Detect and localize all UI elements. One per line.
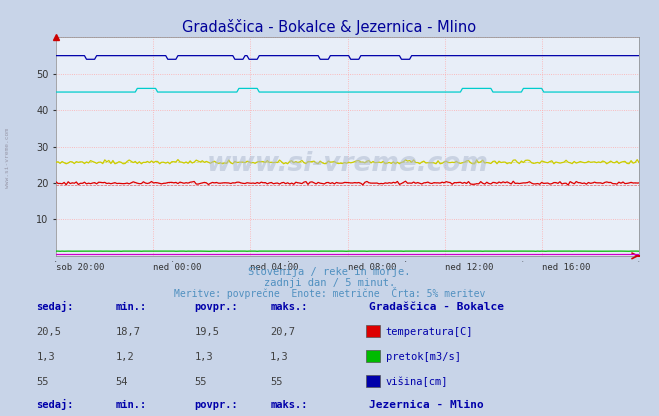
- Text: min.:: min.:: [115, 302, 146, 312]
- Text: 1,2: 1,2: [115, 352, 134, 362]
- Text: min.:: min.:: [115, 400, 146, 410]
- Text: sob 20:00: sob 20:00: [56, 263, 104, 272]
- Text: ned 12:00: ned 12:00: [445, 263, 493, 272]
- Text: 55: 55: [270, 377, 283, 387]
- Text: povpr.:: povpr.:: [194, 400, 238, 410]
- Text: zadnji dan / 5 minut.: zadnji dan / 5 minut.: [264, 278, 395, 288]
- Text: ned 00:00: ned 00:00: [153, 263, 202, 272]
- Text: ned 16:00: ned 16:00: [542, 263, 590, 272]
- Text: pretok[m3/s]: pretok[m3/s]: [386, 352, 461, 362]
- Text: maks.:: maks.:: [270, 400, 308, 410]
- Text: maks.:: maks.:: [270, 302, 308, 312]
- Text: Gradaščica - Bokalce: Gradaščica - Bokalce: [369, 302, 504, 312]
- Text: ned 04:00: ned 04:00: [250, 263, 299, 272]
- Text: 18,7: 18,7: [115, 327, 140, 337]
- Text: sedaj:: sedaj:: [36, 399, 74, 410]
- Text: 1,3: 1,3: [194, 352, 213, 362]
- Text: 55: 55: [194, 377, 207, 387]
- Text: www.si-vreme.com: www.si-vreme.com: [207, 151, 488, 177]
- Text: sedaj:: sedaj:: [36, 301, 74, 312]
- Text: 55: 55: [36, 377, 49, 387]
- Text: višina[cm]: višina[cm]: [386, 376, 448, 387]
- Text: Slovenija / reke in morje.: Slovenija / reke in morje.: [248, 267, 411, 277]
- Text: ned 08:00: ned 08:00: [348, 263, 396, 272]
- Text: Jezernica - Mlino: Jezernica - Mlino: [369, 400, 484, 410]
- Text: 1,3: 1,3: [36, 352, 55, 362]
- Text: 20,7: 20,7: [270, 327, 295, 337]
- Text: temperatura[C]: temperatura[C]: [386, 327, 473, 337]
- Text: 20,5: 20,5: [36, 327, 61, 337]
- Text: 19,5: 19,5: [194, 327, 219, 337]
- Text: 1,3: 1,3: [270, 352, 289, 362]
- Text: www.si-vreme.com: www.si-vreme.com: [5, 128, 11, 188]
- Text: povpr.:: povpr.:: [194, 302, 238, 312]
- Text: Gradaščica - Bokalce & Jezernica - Mlino: Gradaščica - Bokalce & Jezernica - Mlino: [183, 19, 476, 35]
- Text: 54: 54: [115, 377, 128, 387]
- Text: Meritve: povprečne  Enote: metrične  Črta: 5% meritev: Meritve: povprečne Enote: metrične Črta:…: [174, 287, 485, 300]
